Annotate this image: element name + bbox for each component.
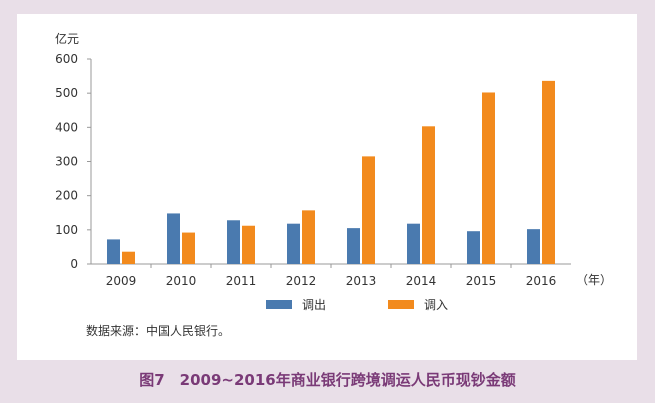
x-tick-label: 2011 [226,274,257,288]
x-tick-label: 2009 [106,274,137,288]
data-source-note: 数据来源：中国人民银行。 [86,324,231,338]
y-axis-unit-label: 亿元 [55,31,79,46]
legend-label: 调入 [424,298,448,312]
bar-inflow-2016 [542,80,555,264]
bar-inflow-2013 [362,156,375,264]
y-tick-label: 100 [55,223,78,237]
bar-inflow-2011 [242,225,255,264]
x-tick-label: 2012 [286,274,317,288]
bar-outflow-2009 [107,239,120,264]
legend-label: 调出 [302,298,326,312]
bar-inflow-2012 [302,210,315,264]
bars [107,80,555,264]
x-tick-label: 2013 [346,274,377,288]
bar-outflow-2016 [527,229,540,264]
chart-panel [17,14,637,360]
y-tick-label: 300 [55,155,78,169]
bar-outflow-2012 [287,223,300,264]
bar-inflow-2015 [482,92,495,264]
bar-inflow-2014 [422,126,435,264]
y-tick-label: 600 [55,52,78,66]
legend: 调出 调入 [266,298,448,312]
bar-outflow-2010 [167,213,180,264]
y-tick-label: 500 [55,86,78,100]
legend-swatch [266,300,292,309]
x-tick-label: 2015 [466,274,497,288]
x-axis-unit-label: （年） [576,273,612,287]
y-tick-label: 200 [55,189,78,203]
axes: 0 100 200 300 400 500 600 2009 2010 2011 2012 2013 2… [55,52,571,288]
x-tick-label: 2010 [166,274,197,288]
bar-inflow-2009 [122,251,135,264]
bar-outflow-2015 [467,231,480,264]
y-tick-label: 0 [70,257,78,271]
legend-swatch [388,300,414,309]
x-tick-label: 2016 [526,274,557,288]
figure-caption: 图7 2009~2016年商业银行跨境调运人民币现钞金额 [139,371,516,389]
x-tick-label: 2014 [406,274,437,288]
bar-outflow-2014 [407,223,420,264]
y-tick-label: 400 [55,120,78,134]
bar-inflow-2010 [182,232,195,264]
bar-outflow-2011 [227,220,240,264]
bar-outflow-2013 [347,228,360,264]
